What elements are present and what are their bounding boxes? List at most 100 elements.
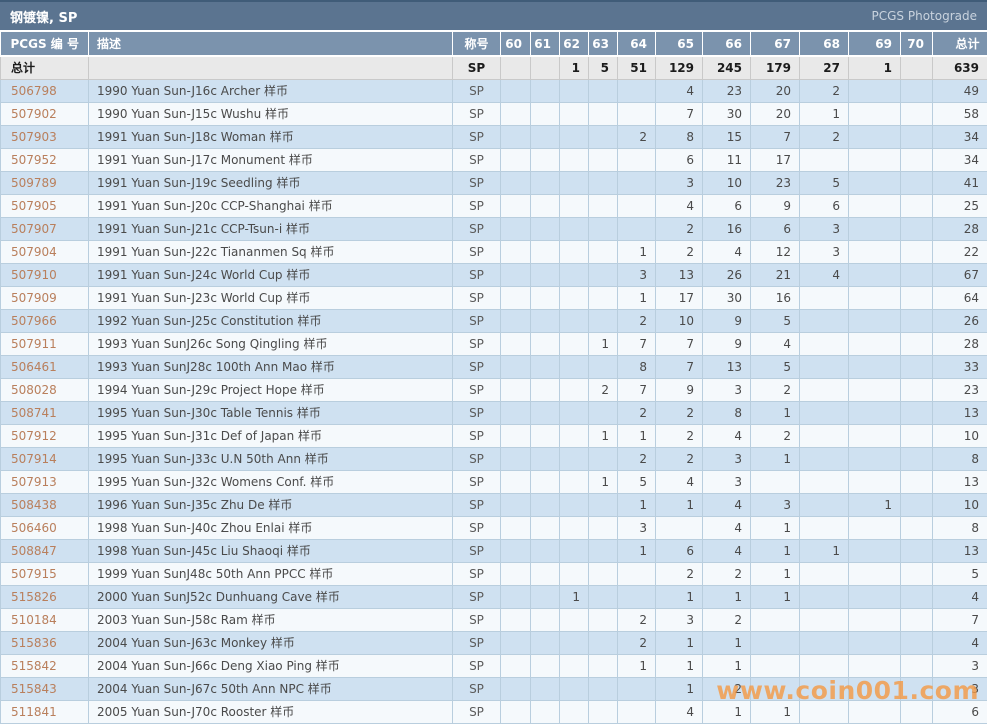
col-header-grade-69: 69 bbox=[848, 32, 901, 57]
grade-60-cell bbox=[500, 216, 531, 241]
grade-67-cell: 1 bbox=[750, 400, 800, 425]
pcgs-number-link[interactable]: 507915 bbox=[0, 561, 89, 586]
pcgs-number-link[interactable]: 508438 bbox=[0, 492, 89, 517]
row-total-cell: 33 bbox=[932, 354, 987, 379]
pcgs-number-link[interactable]: 507966 bbox=[0, 308, 89, 333]
pcgs-number-link[interactable]: 515826 bbox=[0, 584, 89, 609]
grade-63-cell bbox=[588, 262, 618, 287]
grade-68-cell: 5 bbox=[799, 170, 849, 195]
grade-69-cell bbox=[848, 423, 901, 448]
grade-69-cell bbox=[848, 308, 901, 333]
table-row: 510184 2003 Yuan Sun-J58c Ram 样币 SP 2 3 2 7 bbox=[0, 607, 987, 632]
pcgs-number-link[interactable]: 507952 bbox=[0, 147, 89, 172]
grade-60-cell bbox=[500, 262, 531, 287]
pcgs-number-link[interactable]: 507904 bbox=[0, 239, 89, 264]
col-header-description: 描述 bbox=[88, 32, 453, 57]
pcgs-number-link[interactable]: 509789 bbox=[0, 170, 89, 195]
grade-66-cell: 4 bbox=[702, 239, 751, 264]
pcgs-number-link[interactable]: 506460 bbox=[0, 515, 89, 540]
grade-61-cell bbox=[530, 607, 560, 632]
coin-description: 1993 Yuan SunJ26c Song Qingling 样币 bbox=[88, 331, 453, 356]
photograde-link[interactable]: PCGS Photograde bbox=[871, 9, 977, 23]
grade-69-cell bbox=[848, 699, 901, 724]
grade-68-cell bbox=[799, 377, 849, 402]
pcgs-number-link[interactable]: 511841 bbox=[0, 699, 89, 724]
grade-61-cell bbox=[530, 630, 560, 655]
table-row: 507914 1995 Yuan Sun-J33c U.N 50th Ann 样币… bbox=[0, 446, 987, 471]
pcgs-number-link[interactable]: 508741 bbox=[0, 400, 89, 425]
grade-60-cell bbox=[500, 469, 531, 494]
pcgs-number-link[interactable]: 515843 bbox=[0, 676, 89, 701]
coin-description: 1990 Yuan Sun-J15c Wushu 样币 bbox=[88, 101, 453, 126]
table-row: 507904 1991 Yuan Sun-J22c Tiananmen Sq 样币… bbox=[0, 239, 987, 264]
grade-68-cell bbox=[799, 354, 849, 379]
grade-64-cell bbox=[617, 676, 656, 701]
pcgs-number-link[interactable]: 506798 bbox=[0, 78, 89, 103]
pcgs-number-link[interactable]: 507913 bbox=[0, 469, 89, 494]
table-row: 507915 1999 Yuan SunJ48c 50th Ann PPCC 样币… bbox=[0, 561, 987, 586]
grade-62-cell bbox=[559, 147, 589, 172]
pcgs-number-link[interactable]: 515836 bbox=[0, 630, 89, 655]
grade-64-cell: 2 bbox=[617, 400, 656, 425]
col-header-pcgs-number: PCGS 编 号 bbox=[0, 32, 89, 57]
coin-description: 1996 Yuan Sun-J35c Zhu De 样币 bbox=[88, 492, 453, 517]
grade-69-cell bbox=[848, 607, 901, 632]
pcgs-number-link[interactable]: 508847 bbox=[0, 538, 89, 563]
pcgs-number-link[interactable]: 515842 bbox=[0, 653, 89, 678]
pcgs-number-link[interactable]: 507907 bbox=[0, 216, 89, 241]
grade-60-cell bbox=[500, 653, 531, 678]
totals-grade-64-cell: 51 bbox=[617, 55, 656, 80]
grade-64-cell: 2 bbox=[617, 308, 656, 333]
grade-60-cell bbox=[500, 492, 531, 517]
designation-cell: SP bbox=[452, 584, 501, 609]
pcgs-number-link[interactable]: 510184 bbox=[0, 607, 89, 632]
grade-69-cell bbox=[848, 78, 901, 103]
table-row: 515842 2004 Yuan Sun-J66c Deng Xiao Ping … bbox=[0, 653, 987, 678]
designation-cell: SP bbox=[452, 285, 501, 310]
row-total-cell: 34 bbox=[932, 124, 987, 149]
pcgs-number-link[interactable]: 507905 bbox=[0, 193, 89, 218]
grade-66-cell: 3 bbox=[702, 377, 751, 402]
grade-63-cell bbox=[588, 607, 618, 632]
pcgs-number-link[interactable]: 507902 bbox=[0, 101, 89, 126]
grade-68-cell: 4 bbox=[799, 262, 849, 287]
totals-grade-63-cell: 5 bbox=[588, 55, 618, 80]
grade-70-cell bbox=[900, 78, 933, 103]
pcgs-number-link[interactable]: 507911 bbox=[0, 331, 89, 356]
pcgs-number-link[interactable]: 507912 bbox=[0, 423, 89, 448]
table-row: 508028 1994 Yuan Sun-J29c Project Hope 样币… bbox=[0, 377, 987, 402]
designation-cell: SP bbox=[452, 492, 501, 517]
grade-65-cell: 9 bbox=[655, 377, 703, 402]
table-row: 508847 1998 Yuan Sun-J45c Liu Shaoqi 样币 SP… bbox=[0, 538, 987, 563]
grade-64-cell: 2 bbox=[617, 446, 656, 471]
row-total-cell: 49 bbox=[932, 78, 987, 103]
grade-67-cell bbox=[750, 630, 800, 655]
pcgs-number-link[interactable]: 508028 bbox=[0, 377, 89, 402]
pcgs-number-link[interactable]: 507903 bbox=[0, 124, 89, 149]
grade-62-cell bbox=[559, 676, 589, 701]
grade-69-cell bbox=[848, 147, 901, 172]
designation-cell: SP bbox=[452, 400, 501, 425]
designation-cell: SP bbox=[452, 699, 501, 724]
row-total-cell: 10 bbox=[932, 492, 987, 517]
grade-67-cell: 20 bbox=[750, 101, 800, 126]
grade-66-cell: 1 bbox=[702, 699, 751, 724]
grade-68-cell bbox=[799, 147, 849, 172]
grade-70-cell bbox=[900, 676, 933, 701]
grade-62-cell bbox=[559, 423, 589, 448]
designation-cell: SP bbox=[452, 469, 501, 494]
pcgs-number-link[interactable]: 506461 bbox=[0, 354, 89, 379]
grade-68-cell bbox=[799, 653, 849, 678]
designation-cell: SP bbox=[452, 216, 501, 241]
grade-61-cell bbox=[530, 262, 560, 287]
grade-62-cell bbox=[559, 170, 589, 195]
pcgs-number-link[interactable]: 507914 bbox=[0, 446, 89, 471]
col-header-grade-63: 63 bbox=[588, 32, 618, 57]
grade-65-cell: 7 bbox=[655, 354, 703, 379]
row-total-cell: 3 bbox=[932, 676, 987, 701]
col-header-grade-68: 68 bbox=[799, 32, 849, 57]
grade-67-cell: 7 bbox=[750, 124, 800, 149]
pcgs-number-link[interactable]: 507909 bbox=[0, 285, 89, 310]
pcgs-number-link[interactable]: 507910 bbox=[0, 262, 89, 287]
